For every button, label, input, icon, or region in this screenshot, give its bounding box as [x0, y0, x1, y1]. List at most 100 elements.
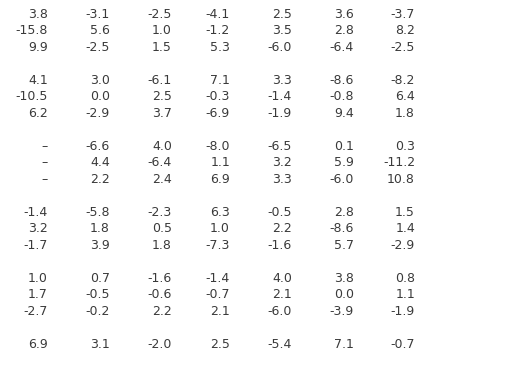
- Text: -0.8: -0.8: [330, 90, 354, 103]
- Text: -5.4: -5.4: [268, 338, 292, 351]
- Text: -0.7: -0.7: [206, 289, 230, 301]
- Text: -0.5: -0.5: [85, 289, 110, 301]
- Text: 6.2: 6.2: [28, 107, 48, 120]
- Text: –: –: [42, 173, 48, 186]
- Text: 7.1: 7.1: [334, 338, 354, 351]
- Text: 9.9: 9.9: [28, 41, 48, 54]
- Text: -6.5: -6.5: [268, 140, 292, 153]
- Text: 8.2: 8.2: [395, 24, 415, 38]
- Text: 0.8: 0.8: [395, 272, 415, 285]
- Text: 1.5: 1.5: [395, 206, 415, 219]
- Text: 3.2: 3.2: [272, 156, 292, 169]
- Text: 5.7: 5.7: [334, 239, 354, 252]
- Text: 3.6: 3.6: [334, 8, 354, 21]
- Text: 2.4: 2.4: [152, 173, 172, 186]
- Text: -3.1: -3.1: [86, 8, 110, 21]
- Text: 1.0: 1.0: [210, 223, 230, 235]
- Text: 1.0: 1.0: [28, 272, 48, 285]
- Text: -8.6: -8.6: [330, 223, 354, 235]
- Text: 9.4: 9.4: [334, 107, 354, 120]
- Text: 3.3: 3.3: [272, 173, 292, 186]
- Text: -6.4: -6.4: [148, 156, 172, 169]
- Text: 2.2: 2.2: [90, 173, 110, 186]
- Text: -1.9: -1.9: [391, 305, 415, 318]
- Text: 2.1: 2.1: [272, 289, 292, 301]
- Text: -2.9: -2.9: [86, 107, 110, 120]
- Text: -3.7: -3.7: [391, 8, 415, 21]
- Text: -6.4: -6.4: [330, 41, 354, 54]
- Text: 2.5: 2.5: [272, 8, 292, 21]
- Text: -6.9: -6.9: [206, 107, 230, 120]
- Text: 6.9: 6.9: [28, 338, 48, 351]
- Text: 6.9: 6.9: [210, 173, 230, 186]
- Text: 3.0: 3.0: [90, 74, 110, 87]
- Text: 4.4: 4.4: [90, 156, 110, 169]
- Text: 3.1: 3.1: [90, 338, 110, 351]
- Text: 3.8: 3.8: [334, 272, 354, 285]
- Text: -2.5: -2.5: [148, 8, 172, 21]
- Text: -6.0: -6.0: [268, 305, 292, 318]
- Text: 3.2: 3.2: [28, 223, 48, 235]
- Text: 1.5: 1.5: [152, 41, 172, 54]
- Text: 4.0: 4.0: [152, 140, 172, 153]
- Text: -1.4: -1.4: [268, 90, 292, 103]
- Text: 5.6: 5.6: [90, 24, 110, 38]
- Text: -2.7: -2.7: [24, 305, 48, 318]
- Text: 1.4: 1.4: [395, 223, 415, 235]
- Text: 1.1: 1.1: [395, 289, 415, 301]
- Text: –: –: [42, 140, 48, 153]
- Text: -1.4: -1.4: [206, 272, 230, 285]
- Text: 1.0: 1.0: [152, 24, 172, 38]
- Text: 0.7: 0.7: [90, 272, 110, 285]
- Text: -2.5: -2.5: [391, 41, 415, 54]
- Text: -6.0: -6.0: [268, 41, 292, 54]
- Text: 3.8: 3.8: [28, 8, 48, 21]
- Text: -1.6: -1.6: [268, 239, 292, 252]
- Text: 10.8: 10.8: [387, 173, 415, 186]
- Text: 5.3: 5.3: [210, 41, 230, 54]
- Text: 1.7: 1.7: [28, 289, 48, 301]
- Text: 0.5: 0.5: [152, 223, 172, 235]
- Text: -3.9: -3.9: [330, 305, 354, 318]
- Text: 2.5: 2.5: [210, 338, 230, 351]
- Text: -0.2: -0.2: [86, 305, 110, 318]
- Text: 1.1: 1.1: [210, 156, 230, 169]
- Text: 3.5: 3.5: [272, 24, 292, 38]
- Text: 1.8: 1.8: [90, 223, 110, 235]
- Text: 3.3: 3.3: [272, 74, 292, 87]
- Text: 4.1: 4.1: [28, 74, 48, 87]
- Text: 1.8: 1.8: [395, 107, 415, 120]
- Text: 2.2: 2.2: [272, 223, 292, 235]
- Text: -0.5: -0.5: [268, 206, 292, 219]
- Text: -0.3: -0.3: [206, 90, 230, 103]
- Text: -10.5: -10.5: [16, 90, 48, 103]
- Text: -2.3: -2.3: [148, 206, 172, 219]
- Text: -8.0: -8.0: [206, 140, 230, 153]
- Text: 2.1: 2.1: [210, 305, 230, 318]
- Text: 0.3: 0.3: [395, 140, 415, 153]
- Text: 2.2: 2.2: [152, 305, 172, 318]
- Text: 2.8: 2.8: [334, 24, 354, 38]
- Text: 7.1: 7.1: [210, 74, 230, 87]
- Text: -0.7: -0.7: [391, 338, 415, 351]
- Text: -1.7: -1.7: [24, 239, 48, 252]
- Text: 0.1: 0.1: [334, 140, 354, 153]
- Text: -6.1: -6.1: [148, 74, 172, 87]
- Text: 0.0: 0.0: [90, 90, 110, 103]
- Text: -8.2: -8.2: [391, 74, 415, 87]
- Text: -15.8: -15.8: [16, 24, 48, 38]
- Text: -6.0: -6.0: [330, 173, 354, 186]
- Text: 6.4: 6.4: [395, 90, 415, 103]
- Text: -7.3: -7.3: [206, 239, 230, 252]
- Text: –: –: [42, 156, 48, 169]
- Text: -1.9: -1.9: [268, 107, 292, 120]
- Text: -2.9: -2.9: [391, 239, 415, 252]
- Text: -1.4: -1.4: [24, 206, 48, 219]
- Text: 1.8: 1.8: [152, 239, 172, 252]
- Text: 3.7: 3.7: [152, 107, 172, 120]
- Text: -1.6: -1.6: [148, 272, 172, 285]
- Text: 0.0: 0.0: [334, 289, 354, 301]
- Text: -6.6: -6.6: [86, 140, 110, 153]
- Text: 4.0: 4.0: [272, 272, 292, 285]
- Text: -5.8: -5.8: [85, 206, 110, 219]
